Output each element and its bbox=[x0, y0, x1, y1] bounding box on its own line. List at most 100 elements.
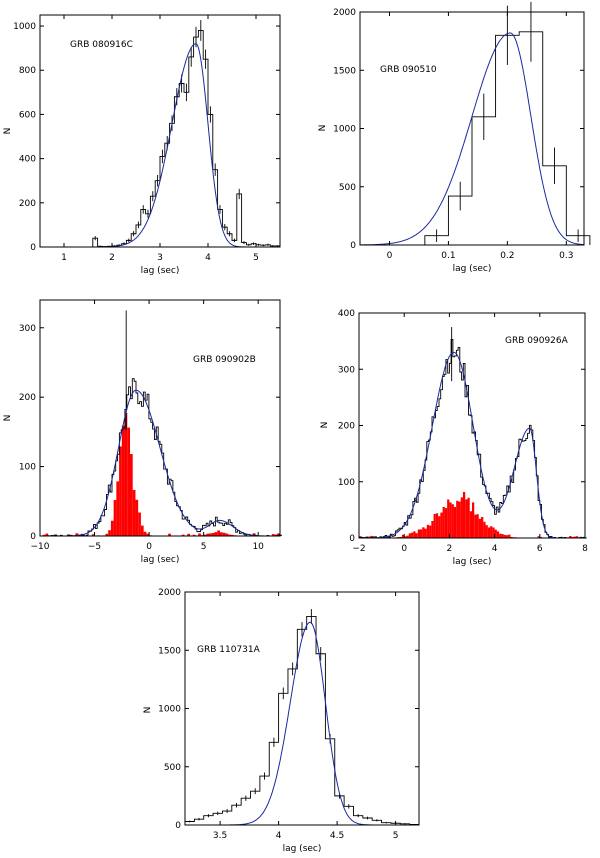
y-tick-label: 500 bbox=[339, 183, 356, 193]
red-bar bbox=[537, 536, 540, 538]
grb-label: GRB 090902B bbox=[193, 355, 256, 365]
plot-frame bbox=[39, 299, 281, 537]
red-bar bbox=[222, 532, 226, 536]
red-bar bbox=[130, 454, 133, 536]
x-tick-label: 6 bbox=[537, 544, 543, 554]
y-tick-label: 100 bbox=[19, 463, 36, 473]
red-bar bbox=[442, 506, 445, 538]
red-bar bbox=[225, 533, 229, 536]
x-tick-label: −2 bbox=[352, 544, 365, 554]
y-tick-label: 100 bbox=[338, 478, 355, 488]
red-bar bbox=[252, 533, 256, 536]
x-tick-label: 0 bbox=[146, 542, 152, 552]
red-bar bbox=[45, 533, 49, 536]
red-bar bbox=[505, 535, 509, 538]
y-tick-label: 400 bbox=[19, 155, 36, 165]
red-bar bbox=[401, 534, 405, 538]
y-axis-label: N bbox=[318, 125, 328, 132]
y-tick-label: 600 bbox=[19, 110, 36, 120]
x-tick-label: −5 bbox=[88, 542, 101, 552]
red-bar bbox=[359, 536, 362, 538]
x-ticks: 1 2 3 4 5 bbox=[61, 15, 259, 263]
y-tick-label: 1000 bbox=[158, 705, 181, 715]
red-bar bbox=[206, 533, 210, 536]
x-tick-label: 0 bbox=[401, 544, 407, 554]
red-bar bbox=[198, 533, 201, 536]
red-bar bbox=[420, 529, 423, 538]
grb-label: GRB 090926A bbox=[505, 336, 569, 346]
red-bar bbox=[413, 531, 416, 538]
red-bar bbox=[424, 528, 427, 538]
red-bar bbox=[368, 536, 371, 538]
fit-curve bbox=[360, 32, 584, 246]
red-bar bbox=[501, 534, 504, 538]
red-bar bbox=[474, 514, 477, 538]
y-tick-label: 0 bbox=[30, 532, 36, 542]
x-axis-label: lag (sec) bbox=[453, 557, 492, 567]
red-bar bbox=[410, 532, 414, 538]
x-ticks: 3.5 4 4.5 5 bbox=[213, 592, 398, 841]
red-bar bbox=[121, 425, 125, 536]
fit-curve bbox=[359, 351, 585, 539]
red-bar bbox=[460, 497, 463, 538]
histogram-step bbox=[424, 31, 591, 245]
x-tick-label: 8 bbox=[582, 544, 588, 554]
red-bar bbox=[422, 527, 425, 538]
red-bar bbox=[146, 533, 150, 536]
y-tick-label: 1500 bbox=[333, 66, 356, 76]
red-bar bbox=[426, 524, 430, 538]
red-bar bbox=[429, 525, 432, 538]
red-bar bbox=[573, 536, 576, 538]
x-tick-label: 10 bbox=[252, 542, 264, 552]
y-tick-label: 200 bbox=[19, 199, 36, 209]
histogram-layer bbox=[92, 20, 281, 248]
red-bar bbox=[75, 533, 79, 536]
red-bar bbox=[404, 536, 407, 538]
y-ticks: 0 500 1000 1500 2000 bbox=[333, 8, 584, 251]
red-bar bbox=[135, 499, 139, 536]
y-tick-label: 300 bbox=[19, 324, 36, 334]
y-tick-label: 0 bbox=[175, 821, 181, 831]
x-tick-label: 2 bbox=[109, 253, 115, 263]
y-ticks: 0 100 200 300 400 bbox=[338, 309, 585, 544]
x-axis-label: lag (sec) bbox=[283, 844, 322, 854]
histogram-step bbox=[92, 30, 281, 248]
red-bar bbox=[230, 534, 234, 536]
y-axis-label: N bbox=[143, 707, 153, 714]
red-bar bbox=[203, 534, 207, 536]
red-bar bbox=[116, 481, 120, 536]
histogram-layer bbox=[184, 609, 420, 825]
y-tick-label: 1000 bbox=[333, 125, 356, 135]
red-bar bbox=[487, 527, 491, 538]
red-bar bbox=[499, 533, 502, 538]
red-bar bbox=[478, 518, 482, 538]
red-bar bbox=[415, 533, 418, 538]
y-tick-label: 0 bbox=[350, 241, 356, 251]
x-axis-label: lag (sec) bbox=[453, 264, 492, 274]
red-bar bbox=[503, 534, 506, 538]
red-bar bbox=[124, 412, 128, 536]
red-bar bbox=[472, 502, 475, 538]
red-bar bbox=[192, 534, 196, 536]
y-ticks: 0 100 200 300 bbox=[19, 324, 280, 542]
red-bar bbox=[456, 500, 459, 538]
y-tick-label: 300 bbox=[338, 365, 355, 375]
red-bar bbox=[110, 520, 114, 536]
red-bar bbox=[397, 536, 400, 538]
y-tick-label: 200 bbox=[19, 393, 36, 403]
y-tick-label: 1000 bbox=[13, 22, 36, 32]
grb-label: GRB 110731A bbox=[197, 645, 261, 655]
red-bar bbox=[453, 506, 457, 538]
x-tick-label: 2 bbox=[447, 544, 453, 554]
y-tick-label: 500 bbox=[164, 763, 181, 773]
red-bar bbox=[209, 533, 212, 536]
x-axis-label: lag (sec) bbox=[141, 266, 180, 276]
y-ticks: 0 500 1000 1500 2000 bbox=[158, 588, 419, 831]
histogram-step bbox=[184, 616, 420, 825]
red-bar bbox=[438, 516, 441, 538]
y-ticks: 0 200 400 600 800 1000 bbox=[13, 22, 280, 253]
